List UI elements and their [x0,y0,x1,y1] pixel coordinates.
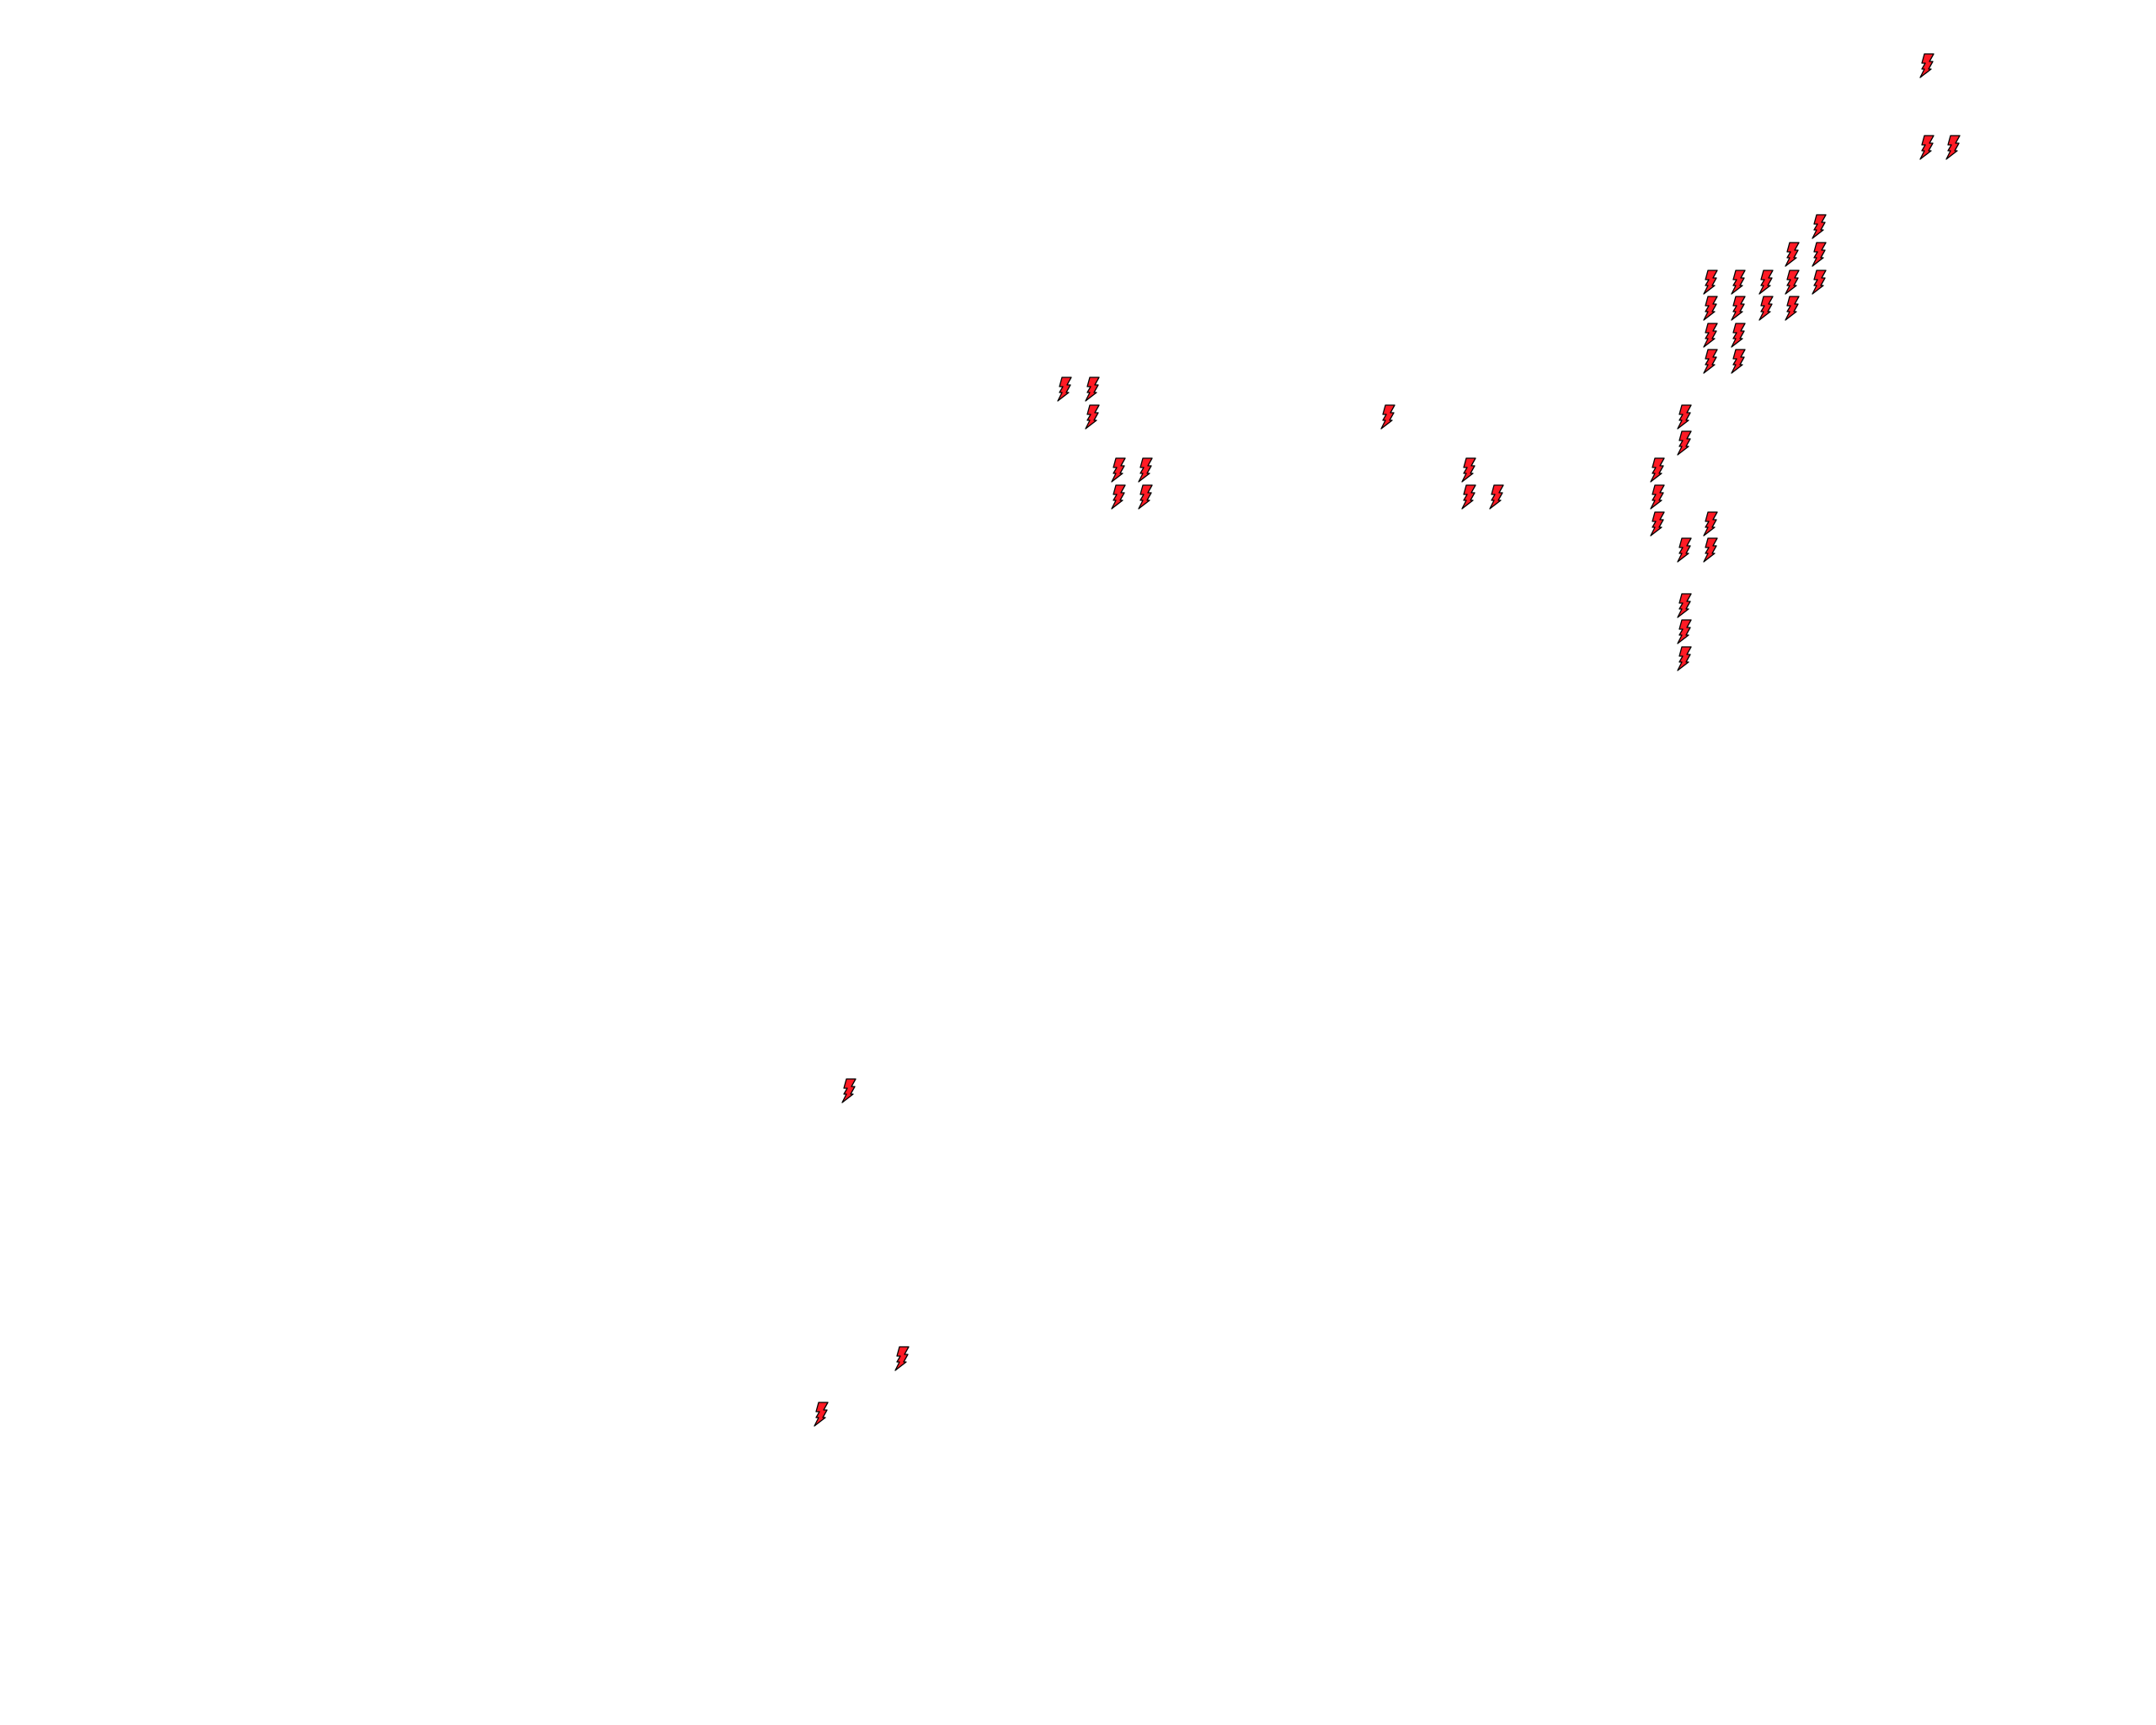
lightning-bolt-icon[interactable] [1784,242,1801,267]
lightning-bolt-icon[interactable] [1730,323,1747,348]
lightning-bolt-icon[interactable] [1702,270,1719,295]
lightning-bolt-icon[interactable] [1460,457,1477,483]
lightning-bolt-icon[interactable] [894,1346,910,1371]
lightning-bolt-icon[interactable] [1380,404,1396,430]
lightning-bolt-icon[interactable] [1137,457,1154,483]
lightning-bolt-icon[interactable] [1730,296,1747,321]
lightning-bolt-icon[interactable] [1702,296,1719,321]
lightning-bolt-icon[interactable] [1676,404,1693,430]
lightning-bolt-icon[interactable] [1676,619,1693,644]
lightning-bolt-icon[interactable] [1730,349,1747,374]
lightning-bolt-icon[interactable] [1649,457,1666,483]
lightning-bolt-icon[interactable] [1676,537,1693,563]
lightning-bolt-icon[interactable] [1084,404,1101,430]
lightning-bolt-icon[interactable] [1084,377,1101,402]
lightning-bolt-icon[interactable] [1702,511,1719,537]
lightning-bolt-icon[interactable] [1460,484,1477,510]
lightning-bolt-icon[interactable] [1137,484,1154,510]
lightning-bolt-icon[interactable] [1702,323,1719,348]
lightning-bolt-icon[interactable] [1758,270,1774,295]
lightning-bolt-icon[interactable] [1784,296,1801,321]
lightning-bolt-icon[interactable] [1649,484,1666,510]
lightning-bolt-icon[interactable] [1730,270,1747,295]
lightning-bolt-icon[interactable] [1945,135,1961,160]
lightning-bolt-icon[interactable] [1758,296,1774,321]
lightning-bolt-icon[interactable] [1784,270,1801,295]
lightning-bolt-icon[interactable] [1919,135,1935,160]
lightning-bolt-icon[interactable] [1676,430,1693,456]
lightning-bolt-icon[interactable] [1056,377,1073,402]
lightning-bolt-icon[interactable] [1110,457,1127,483]
lightning-bolt-icon[interactable] [1110,484,1127,510]
lightning-bolt-icon[interactable] [1702,349,1719,374]
lightning-bolt-icon[interactable] [1811,214,1828,239]
lightning-bolt-icon[interactable] [1919,53,1935,78]
lightning-bolt-icon[interactable] [1649,511,1666,537]
lightning-bolt-icon[interactable] [1488,484,1505,510]
lightning-bolt-icon[interactable] [1676,646,1693,671]
lightning-bolt-icon[interactable] [1702,537,1719,563]
lightning-bolt-icon[interactable] [841,1078,857,1103]
lightning-bolt-icon[interactable] [1811,242,1828,267]
lightning-bolt-icon[interactable] [813,1402,830,1427]
lightning-bolt-icon[interactable] [1676,593,1693,618]
lightning-bolt-icon[interactable] [1811,270,1828,295]
